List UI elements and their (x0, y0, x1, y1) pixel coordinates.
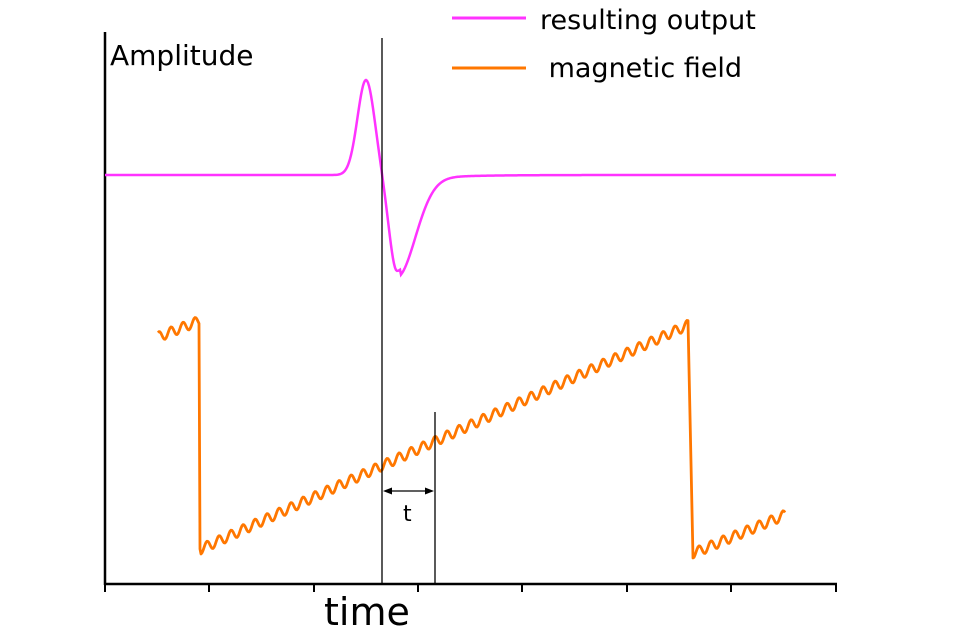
magnetic-field-curve (156, 316, 787, 560)
interval-arrow (383, 487, 434, 495)
y-axis-label: Amplitude (110, 39, 254, 72)
resulting-output-curve (105, 78, 836, 278)
legend-label-output: resulting output (540, 5, 756, 36)
legend-label-field: magnetic field (540, 53, 742, 84)
x-axis-ticks (104, 584, 837, 592)
interval-label: t (403, 502, 412, 527)
legend: resulting output magnetic field (452, 5, 756, 84)
x-axis-label: time (324, 590, 410, 632)
